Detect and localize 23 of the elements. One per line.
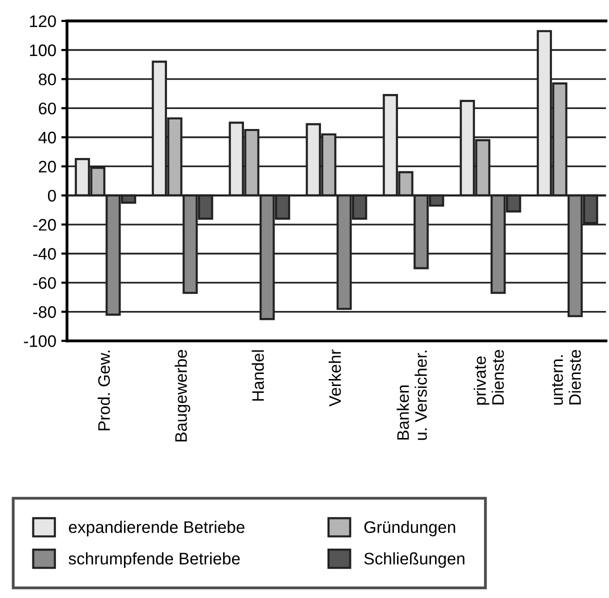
legend-label: Schließungen bbox=[364, 552, 464, 568]
y-tick-label: -20 bbox=[33, 218, 56, 231]
legend-label: schrumpfende Betriebe bbox=[68, 552, 240, 568]
y-tick-label: 20 bbox=[38, 160, 56, 173]
x-tick-label: Prod. Gew. bbox=[98, 350, 110, 430]
y-tick-label: 120 bbox=[30, 15, 56, 28]
y-tick-label: -40 bbox=[33, 248, 56, 260]
legend-label: Gründungen bbox=[364, 520, 456, 536]
y-tick-label: 100 bbox=[30, 44, 56, 56]
y-tick-label: 80 bbox=[38, 74, 56, 86]
y-tick-label: -60 bbox=[33, 277, 56, 289]
y-tick-label: 0 bbox=[48, 190, 56, 202]
x-tick-label: Banken u. Versicher. bbox=[396, 350, 427, 440]
x-tick-label: Handel bbox=[252, 350, 264, 401]
y-tick-label: -100 bbox=[24, 335, 56, 348]
x-tick-label: Baugewerbe bbox=[174, 350, 190, 442]
y-tick-label: 40 bbox=[38, 132, 56, 144]
y-tick-label: -80 bbox=[33, 306, 56, 318]
x-tick-label: Verkehr bbox=[328, 349, 341, 407]
x-tick-label: private Dienste bbox=[474, 350, 504, 405]
x-tick-label: untern. Dienste bbox=[552, 350, 581, 405]
legend-label: expandierende Betriebe bbox=[68, 520, 244, 536]
y-tick-label: 60 bbox=[38, 102, 56, 114]
